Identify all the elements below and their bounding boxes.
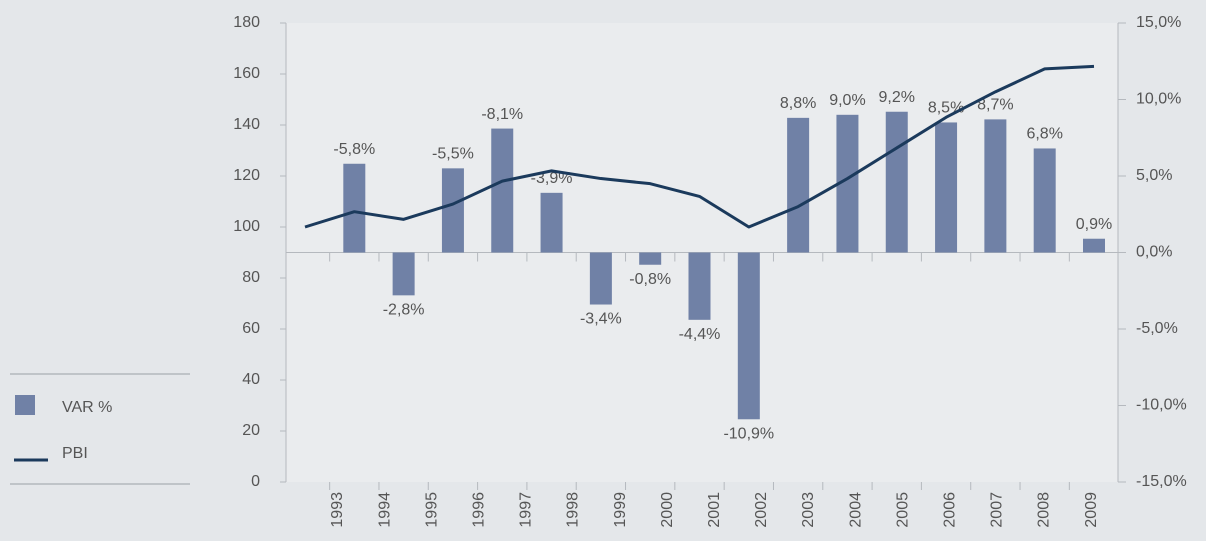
bar [589,252,612,305]
bar [984,119,1007,253]
x-tick-label: 2003 [800,492,817,528]
bar [491,128,514,253]
data-label: 9,0% [829,92,865,109]
x-tick-label: 1994 [376,492,393,528]
y-tick-label: 180 [233,14,260,31]
y2-tick-label: 5,0% [1136,167,1172,184]
x-tick-label: 1996 [471,492,488,528]
x-tick-label: 2009 [1083,492,1100,528]
y2-tick-label: 15,0% [1136,14,1181,31]
y-tick-label: 0 [251,473,260,490]
x-tick-label: 2004 [847,492,864,528]
y2-tick-label: 10,0% [1136,91,1181,108]
data-label: -2,8% [383,302,425,319]
legend-swatch [15,395,35,415]
data-label: -10,9% [723,425,774,442]
data-label: 8,7% [977,97,1013,114]
y-tick-label: 20 [242,422,260,439]
data-label: 0,9% [1076,216,1112,233]
y-tick-label: 160 [233,65,260,82]
x-tick-label: 1995 [423,492,440,528]
legend-label: VAR % [62,399,112,416]
bar [836,114,859,253]
y2-tick-label: -5,0% [1136,320,1178,337]
y-tick-label: 140 [233,116,260,133]
x-tick-label: 1998 [565,492,582,528]
x-tick-label: 2007 [989,492,1006,528]
x-tick-label: 1993 [329,492,346,528]
data-label: -4,4% [679,326,721,343]
data-label: 8,5% [928,100,964,117]
y2-tick-label: -10,0% [1136,397,1187,414]
y2-tick-label: -15,0% [1136,473,1187,490]
x-tick-label: 2000 [659,492,676,528]
y-tick-label: 100 [233,218,260,235]
x-tick-label: 2006 [942,492,959,528]
data-label: -5,5% [432,146,474,163]
bar [737,252,760,420]
data-label: -3,4% [580,311,622,328]
bar [688,252,711,320]
bar [441,168,464,253]
x-tick-label: 2005 [894,492,911,528]
bar [343,163,366,253]
legend-label: PBI [62,445,88,462]
bar [787,117,810,253]
x-tick-label: 2002 [753,492,770,528]
bar [392,252,415,296]
bar [639,252,662,265]
line [304,64,1095,229]
data-label: 6,8% [1026,126,1062,143]
bar [1033,148,1056,253]
bar [885,111,908,253]
data-label: -8,1% [481,106,523,123]
data-label: 9,2% [879,89,915,106]
bar [935,122,958,253]
y-tick-label: 120 [233,167,260,184]
y-tick-label: 40 [242,371,260,388]
data-label: 8,8% [780,95,816,112]
data-label: -5,8% [333,141,375,158]
x-tick-label: 2008 [1036,492,1053,528]
y-tick-label: 60 [242,320,260,337]
x-tick-label: 2001 [706,492,723,528]
x-tick-label: 1997 [518,492,535,528]
y2-tick-label: 0,0% [1136,244,1172,261]
bar [540,192,563,253]
y-tick-label: 80 [242,269,260,286]
data-label: -0,8% [629,271,671,288]
bar [1083,238,1105,253]
x-tick-label: 1999 [612,492,629,528]
